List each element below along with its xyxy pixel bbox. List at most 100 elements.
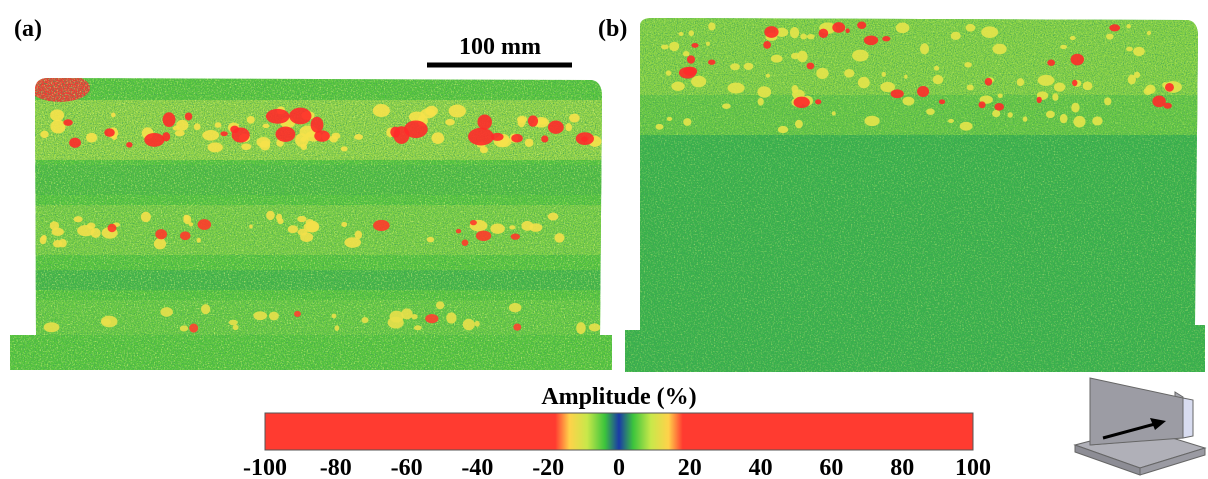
defect-spot (1047, 59, 1056, 66)
defect-spot (479, 146, 489, 154)
defect-spot (1022, 116, 1028, 122)
defect-spot (554, 233, 565, 243)
defect-spot (253, 311, 268, 321)
defect-spot (188, 222, 194, 227)
defect-spot (984, 77, 993, 86)
defect-spot (938, 99, 946, 105)
defect-spot (797, 50, 808, 63)
defect-spot (678, 67, 697, 79)
defect-spot (310, 116, 324, 133)
defect-spot (246, 116, 255, 124)
defect-spot (461, 239, 469, 246)
defect-spot (966, 84, 974, 91)
defect-spot (462, 318, 475, 331)
colorbar-title: Amplitude (%) (541, 384, 696, 410)
defect-spot (289, 107, 312, 125)
defect-spot (978, 101, 986, 109)
defect-spot (881, 71, 886, 77)
defect-spot (39, 236, 47, 245)
defect-spot (1152, 95, 1166, 108)
defect-spot (722, 103, 731, 109)
defect-spot (275, 126, 296, 142)
defect-spot (40, 130, 49, 139)
defect-spot (50, 119, 66, 134)
defect-spot (1071, 102, 1080, 113)
defect-spot (959, 121, 973, 131)
defect-spot (686, 55, 696, 64)
defect-spot (1143, 87, 1152, 96)
defect-spot (1052, 93, 1059, 101)
defect-spot (162, 132, 171, 142)
defect-spot (765, 73, 771, 78)
defect-spot (265, 108, 290, 124)
defect-spot (806, 33, 815, 40)
defect-spot (179, 231, 191, 241)
defect-spot (160, 307, 173, 317)
defect-spot (793, 96, 810, 108)
defect-spot (743, 62, 754, 71)
defect-spot (1072, 79, 1078, 87)
defect-spot (547, 212, 559, 221)
defect-spot (575, 132, 594, 146)
defect-spot (162, 112, 176, 127)
defect-spot (340, 146, 348, 152)
defect-spot (511, 134, 523, 143)
defect-spot (372, 104, 390, 118)
defect-spot (207, 142, 223, 153)
defect-spot (1092, 116, 1103, 126)
defect-spot (266, 210, 275, 221)
defect-spot (517, 117, 526, 128)
defect-spot (529, 223, 543, 232)
defect-spot (1069, 35, 1076, 41)
defect-spot (777, 125, 789, 134)
defect-spot (354, 230, 363, 240)
defect-spot (241, 143, 252, 151)
colorbar-tick-label: 40 (749, 455, 773, 479)
defect-spot (100, 315, 118, 328)
defect-spot (477, 114, 492, 130)
defect-spot (232, 324, 239, 331)
defect-spot (197, 219, 212, 230)
defect-spot (757, 86, 772, 98)
defect-spot (992, 43, 1007, 55)
defect-spot (864, 115, 880, 127)
defect-spot (491, 132, 504, 141)
defect-spot (527, 115, 539, 127)
defect-spot (1059, 113, 1068, 124)
defect-spot (775, 27, 789, 38)
defect-spot (63, 119, 73, 126)
defect-spot (926, 108, 935, 116)
defect-spot (344, 237, 362, 248)
defect-spot (541, 135, 549, 143)
defect-spot (890, 89, 904, 99)
defect-spot (1016, 78, 1025, 87)
defect-spot (140, 211, 151, 223)
defect-spot (806, 62, 815, 70)
defect-spot (997, 93, 1003, 98)
defect-spot (678, 31, 684, 36)
colorbar-ticks: -100 -80 -60 -40 -20 0 20 40 60 80 100 (243, 455, 991, 479)
defect-spot (474, 320, 480, 327)
orientation-icon (1073, 377, 1207, 476)
defect-spot (228, 319, 238, 326)
defect-spot (763, 41, 771, 49)
defect-spot (468, 127, 494, 146)
defect-spot (445, 118, 455, 126)
defect-spot (277, 218, 284, 225)
scan-b (625, 18, 1205, 372)
defect-spot (669, 41, 680, 52)
defect-spot (1082, 81, 1093, 91)
defect-spot (1104, 97, 1112, 106)
defect-spot (43, 322, 60, 333)
defect-spot (880, 81, 895, 93)
defect-spot (249, 224, 253, 229)
defect-spot (294, 310, 301, 317)
panel-label: (a) (14, 16, 42, 42)
defect-spot (852, 49, 869, 62)
defect-spot (902, 96, 915, 106)
colorbar-tick-label: 60 (819, 455, 843, 479)
defect-spot (655, 123, 664, 130)
defect-spot (816, 67, 829, 79)
defect-spot (341, 221, 348, 228)
